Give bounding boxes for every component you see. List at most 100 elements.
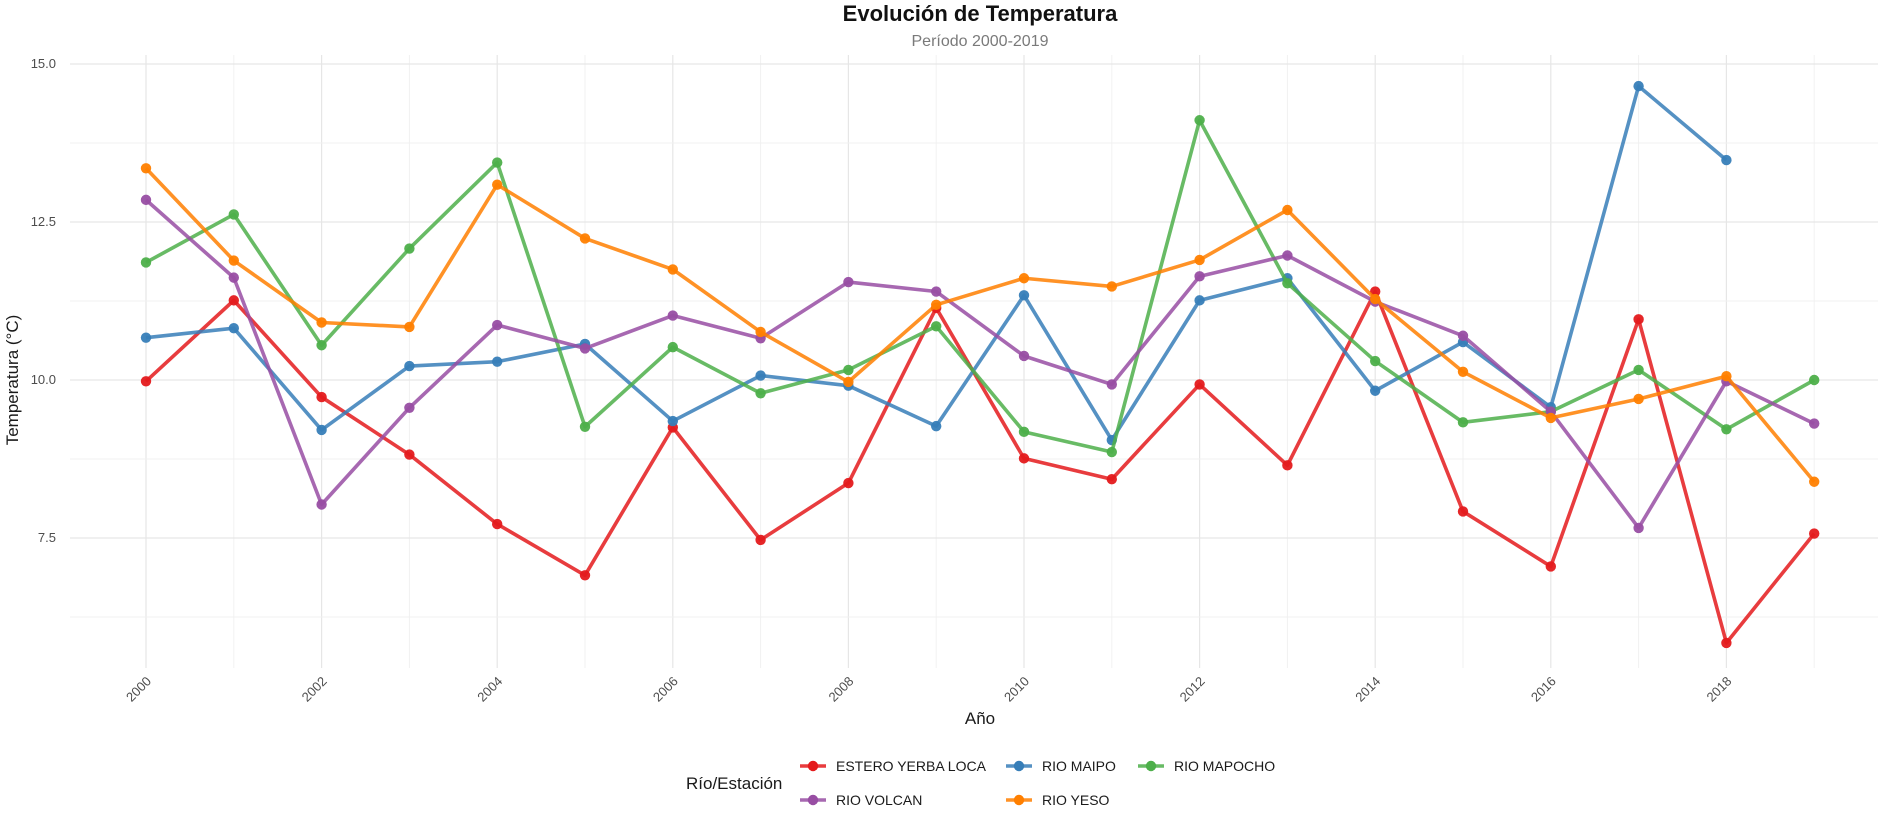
data-point [843, 477, 854, 489]
data-point [1194, 295, 1205, 306]
data-point [667, 264, 678, 275]
legend-key-point [807, 760, 819, 772]
data-point [1809, 418, 1820, 429]
legend: Río/Estación ESTERO YERBA LOCA RIO MAIPO R… [686, 758, 1275, 808]
data-point [1633, 364, 1644, 376]
data-point [1018, 453, 1030, 464]
data-point [931, 420, 942, 432]
data-point [579, 343, 591, 354]
data-point [1721, 637, 1732, 649]
legend-label: RIO YESO [1042, 792, 1110, 808]
y-tick-label: 7.5 [38, 530, 56, 545]
data-point [1721, 371, 1732, 382]
x-tick-label: 2008 [825, 674, 856, 705]
legend-item: RIO MAIPO [1006, 758, 1116, 774]
data-point [1457, 506, 1469, 517]
data-point [1106, 474, 1118, 485]
data-point [228, 322, 239, 334]
legend-label: RIO VOLCAN [836, 792, 922, 808]
data-point [140, 332, 152, 343]
data-point [316, 340, 327, 351]
data-point [1194, 115, 1205, 126]
data-point [1457, 417, 1469, 428]
data-point [755, 388, 766, 399]
data-point [1721, 154, 1732, 166]
y-axis-ticks: 7.5 10.0 12.5 15.0 [31, 56, 56, 545]
data-point [1370, 355, 1381, 367]
data-point [404, 243, 415, 254]
data-point [492, 356, 503, 367]
data-point [140, 257, 152, 268]
data-point [1282, 250, 1293, 261]
legend-label: RIO MAIPO [1042, 758, 1116, 774]
x-axis-title: Año [965, 709, 995, 728]
data-point [1457, 330, 1469, 341]
data-point [1018, 426, 1030, 438]
data-point [1633, 393, 1644, 405]
data-point [316, 391, 327, 403]
data-point [1194, 271, 1205, 282]
data-point [1194, 379, 1205, 390]
data-point [404, 449, 415, 460]
data-point [1282, 278, 1293, 289]
data-point [1633, 522, 1644, 534]
x-tick-label: 2000 [123, 674, 154, 705]
data-point [667, 341, 678, 353]
data-point [843, 276, 854, 288]
legend-key-point [807, 794, 819, 806]
data-point [228, 295, 239, 306]
data-point [316, 499, 327, 510]
data-point [1194, 254, 1205, 266]
data-point [579, 570, 591, 581]
data-point [755, 534, 766, 546]
data-point [931, 299, 942, 310]
legend-item: RIO VOLCAN [800, 792, 922, 808]
series-line [145, 118, 1816, 454]
data-point [1282, 460, 1293, 471]
chart-title: Evolución de Temperatura [843, 1, 1118, 26]
data-point [755, 370, 766, 381]
data-point [228, 272, 239, 283]
y-tick-label: 15.0 [31, 56, 56, 71]
data-point [1018, 350, 1030, 362]
data-point [931, 286, 942, 297]
data-point [1018, 273, 1030, 284]
data-point [1809, 374, 1820, 386]
data-point [140, 376, 152, 387]
legend-label: RIO MAPOCHO [1174, 758, 1275, 774]
data-point [492, 157, 503, 168]
x-tick-label: 2006 [650, 674, 681, 705]
data-point [1106, 281, 1118, 292]
data-point [140, 163, 152, 174]
series-line [144, 289, 1816, 645]
data-point [1370, 293, 1381, 305]
x-tick-label: 2018 [1703, 674, 1734, 705]
data-point [667, 415, 678, 427]
x-tick-label: 2002 [299, 674, 330, 705]
data-point [931, 321, 942, 332]
data-point [1545, 412, 1557, 424]
data-point [404, 360, 415, 372]
data-point [316, 424, 327, 436]
data-point [755, 326, 766, 338]
y-axis-title: Temperatura (°C) [3, 315, 22, 446]
data-point [140, 194, 152, 206]
legend-key-point [1145, 760, 1157, 772]
grid-lines [70, 55, 1878, 668]
data-point [316, 317, 327, 328]
data-point [1809, 528, 1820, 539]
data-point [1633, 80, 1644, 92]
data-point [1721, 424, 1732, 435]
x-tick-label: 2012 [1177, 674, 1208, 705]
series-rio-mapocho [140, 115, 1820, 458]
data-point [1545, 561, 1557, 572]
series-lines [140, 80, 1820, 649]
legend-item: ESTERO YERBA LOCA [800, 758, 987, 774]
data-point [843, 364, 854, 376]
legend-item: RIO YESO [1006, 792, 1110, 808]
data-point [492, 518, 503, 530]
legend-key-point [1013, 760, 1025, 772]
series-line [144, 198, 1815, 530]
series-rio-volcan [140, 194, 1820, 534]
